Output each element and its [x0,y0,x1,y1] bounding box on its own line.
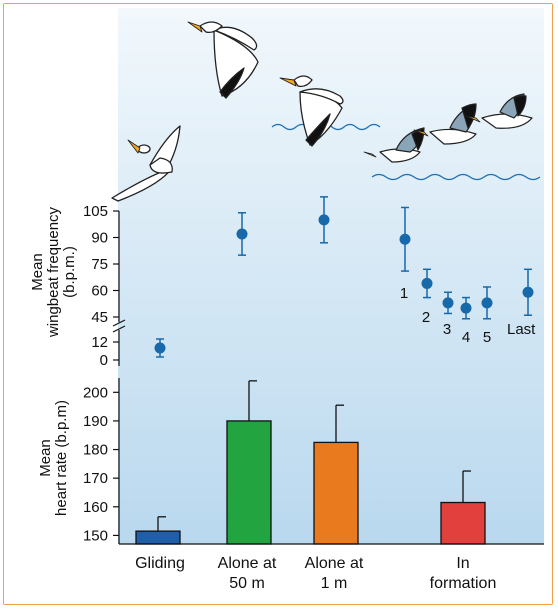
heart-rate-tick-label: 200 [83,384,108,401]
formation-position-label: 3 [443,321,451,338]
formation-position-label: 1 [400,285,408,302]
formation-position-label: 2 [422,309,430,326]
axis-break-mark [112,319,126,327]
heart-rate-bar [313,441,359,545]
wingbeat-point [460,302,472,314]
category-label: formation [430,575,497,592]
category-label: 1 m [321,575,348,592]
category-label: Alone at [218,555,277,572]
pelican-formation-icon [363,93,533,163]
axis-break-mark [112,325,126,333]
wingbeat-tick-label: 45 [91,309,108,326]
heart-rate-tick-label: 170 [83,470,108,487]
gliding-pelican-icon [111,125,181,202]
wingbeat-point [399,233,411,245]
wingbeat-tick-label: 60 [91,283,108,300]
heart-rate-bar [440,501,486,545]
wingbeat-point [318,214,330,226]
wingbeat-point [236,228,248,240]
heart-rate-tick-label: 160 [83,499,108,516]
flapping-pelican-low-icon [279,75,344,147]
category-label: 50 m [229,575,265,592]
wingbeat-tick-label: 90 [91,230,108,247]
category-label: Gliding [135,555,185,572]
heart-rate-tick-label: 150 [83,527,108,544]
wingbeat-point [442,297,454,309]
wingbeat-tick-label: 75 [91,256,108,273]
wingbeat-point [154,342,166,354]
category-label: Alone at [305,555,364,572]
heart-rate-y-axis-label: Meanheart rate (b.p.m) [37,400,70,516]
category-label: In [456,555,469,572]
heart-rate-bar [226,420,272,545]
wingbeat-point [421,277,433,289]
flapping-pelican-icon [187,21,259,99]
heart-rate-bar [135,530,181,545]
wingbeat-tick-label: 0 [100,352,108,369]
wingbeat-point [481,297,493,309]
heart-rate-tick-label: 190 [83,413,108,430]
formation-position-label: Last [507,321,536,338]
formation-position-label: 5 [483,329,491,346]
wingbeat-tick-label: 12 [91,334,108,351]
wingbeat-tick-label: 105 [83,203,108,220]
formation-position-label: 4 [462,329,470,346]
wingbeat-point [522,286,534,298]
wingbeat-y-axis-label: Meanwingbeat frequency(b.p.m.) [29,206,78,338]
heart-rate-tick-label: 180 [83,442,108,459]
figure-frame [3,3,553,605]
